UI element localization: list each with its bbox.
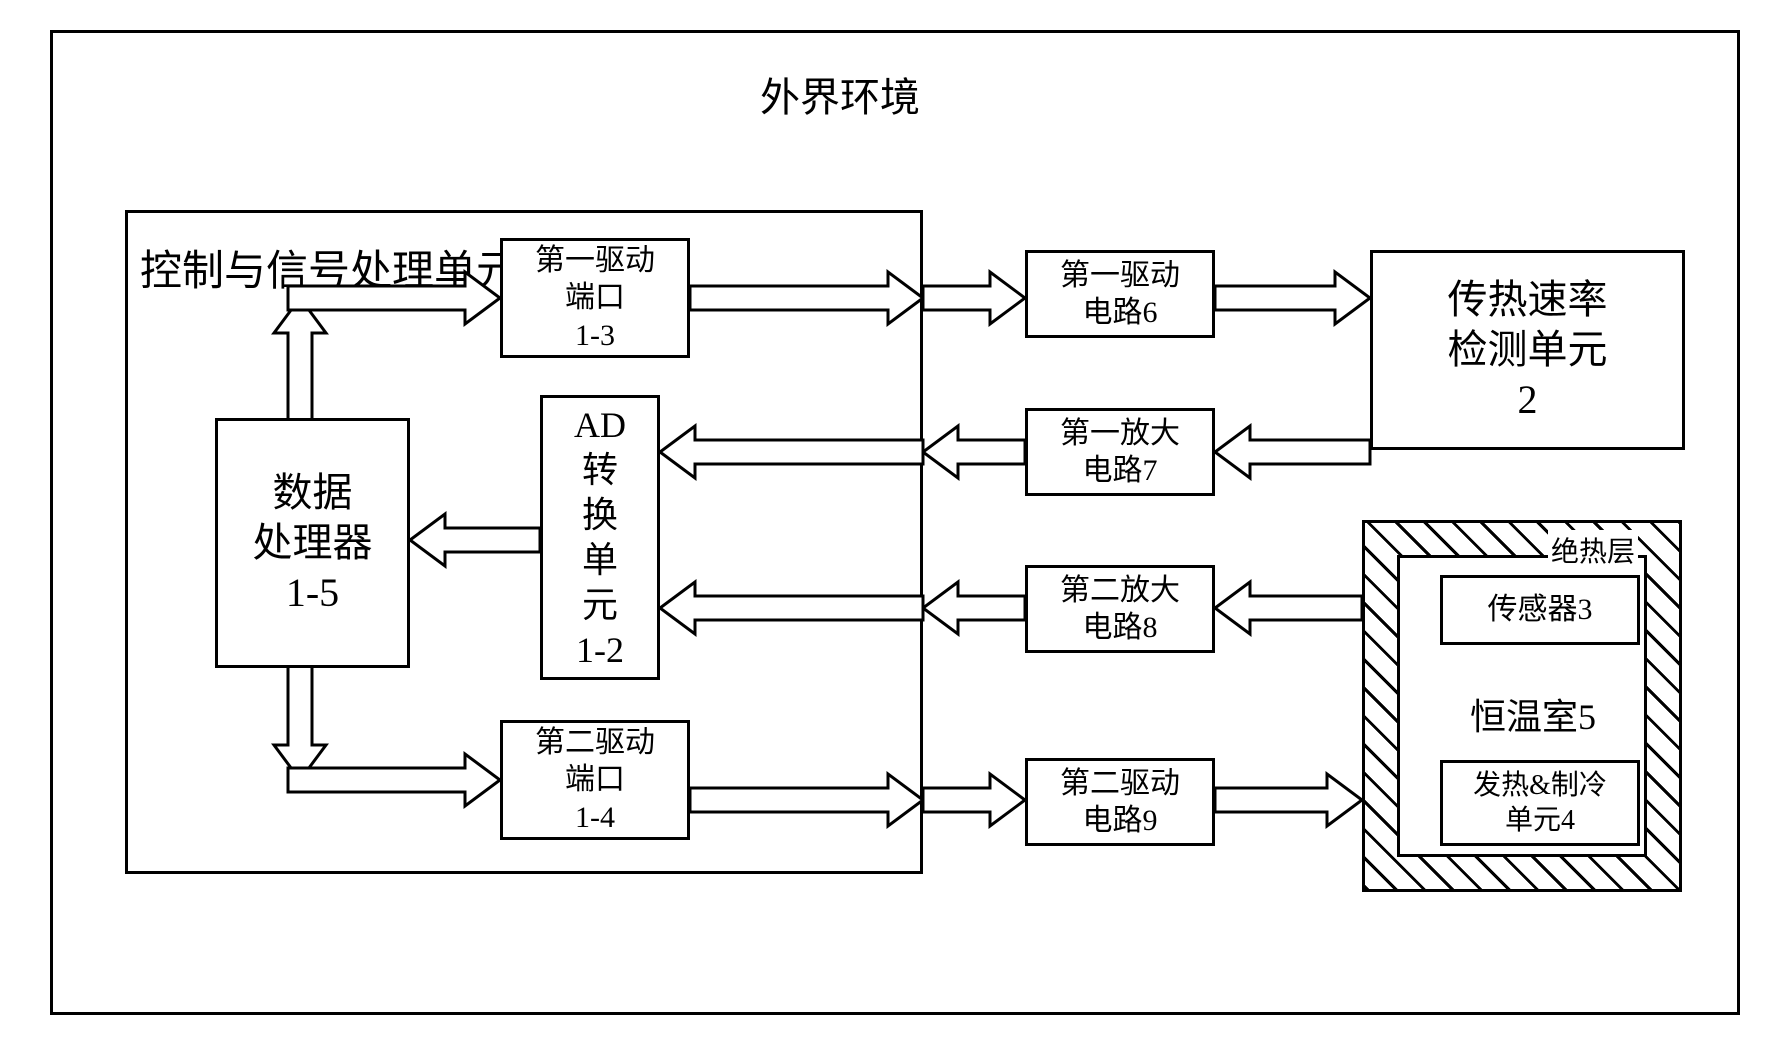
arrow-ad-to-processor — [410, 514, 540, 566]
arrow-port1-to-boundary — [690, 272, 923, 324]
arrow-port2-to-boundary — [690, 774, 923, 826]
arrow-heatrate-to-amp1 — [1215, 426, 1370, 478]
arrow-sensor-to-amp2 — [1215, 582, 1362, 634]
arrow-processor-to-port2-horz — [288, 754, 500, 806]
arrow-amp2-to-boundary — [923, 582, 1025, 634]
arrow-amp1-to-boundary — [923, 426, 1025, 478]
arrow-processor-to-port1-vert — [274, 298, 326, 418]
arrow-boundary-to-drive2 — [923, 774, 1025, 826]
arrow-boundary-to-ad-1 — [660, 426, 923, 478]
diagram-root: 外界环境控制与信号处理单元1绝热层恒温室5数据处理器1-5AD转换单元1-2第一… — [0, 0, 1791, 1045]
arrows-layer — [0, 0, 1791, 1045]
arrow-drive2-to-heater — [1215, 774, 1362, 826]
arrow-drive1-to-heatrate — [1215, 272, 1370, 324]
arrow-processor-to-port1-horz — [288, 272, 500, 324]
arrow-boundary-to-ad-2 — [660, 582, 923, 634]
arrow-processor-to-port2-vert — [274, 668, 326, 780]
arrow-boundary-to-drive1 — [923, 272, 1025, 324]
